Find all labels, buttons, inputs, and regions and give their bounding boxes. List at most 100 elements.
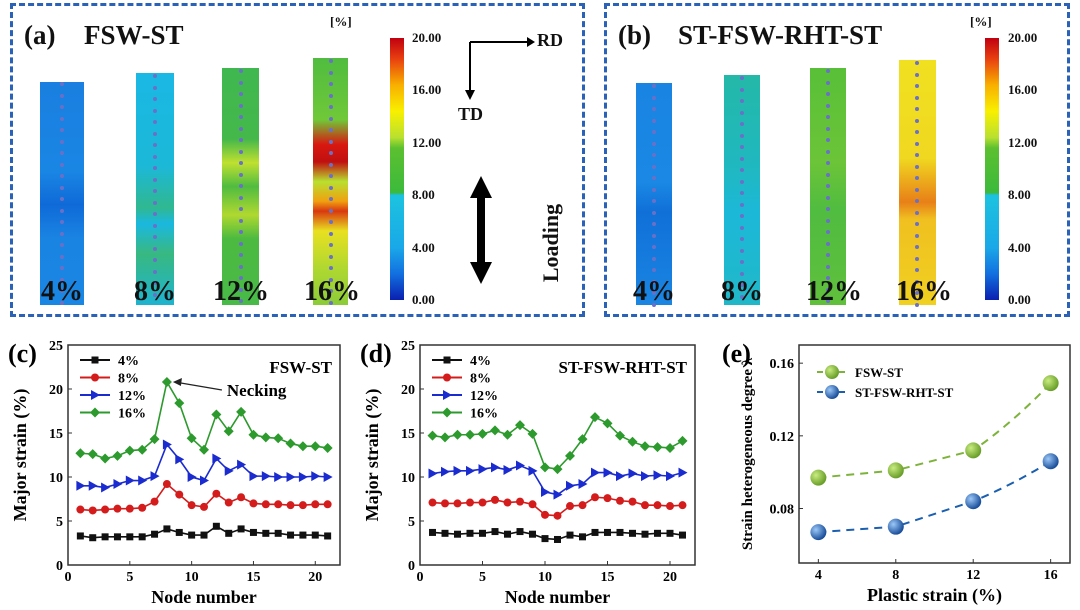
panel-a-title: FSW-ST <box>84 20 184 50</box>
data-point <box>151 530 159 538</box>
node-dot <box>915 187 919 192</box>
node-dot <box>239 80 243 85</box>
series-line <box>818 460 1052 534</box>
panel-label: (e) <box>722 339 751 368</box>
td-label: TD <box>458 104 484 124</box>
node-dot <box>153 97 157 101</box>
node-dot <box>60 289 64 293</box>
data-point <box>591 467 600 478</box>
panel-b-frame <box>604 3 1070 317</box>
data-point <box>188 531 196 539</box>
node-dot <box>153 166 157 170</box>
data-point <box>640 441 650 452</box>
strain-label-4: 4% <box>41 276 83 307</box>
data-point <box>441 529 449 537</box>
data-point <box>466 498 474 507</box>
plot-frame <box>798 344 1071 564</box>
data-point <box>666 502 674 511</box>
data-point <box>810 469 827 486</box>
data-point <box>628 468 638 479</box>
node-dot <box>915 72 919 77</box>
data-point <box>286 472 296 482</box>
node-dot <box>329 220 333 224</box>
y-tick-label: 5 <box>408 515 415 530</box>
data-point <box>249 499 258 508</box>
plot-frame <box>419 344 696 566</box>
data-point <box>249 528 257 536</box>
colorbar-tick: 4.00 <box>412 239 435 255</box>
data-point <box>87 449 98 460</box>
data-point <box>324 532 332 540</box>
node-dot <box>740 202 744 207</box>
legend-label: 16% <box>118 407 146 422</box>
colorbar-tick: 8.00 <box>1008 187 1031 203</box>
node-dot <box>239 207 243 211</box>
node-dot <box>153 281 157 285</box>
node-dot <box>740 99 744 103</box>
node-dot <box>826 126 830 131</box>
node-dot <box>740 145 744 149</box>
node-dot <box>239 149 243 154</box>
x-axis-label: Node number <box>505 587 611 607</box>
data-point <box>428 468 438 479</box>
node-dot <box>652 164 656 169</box>
panel-b-label: (b) <box>618 20 651 50</box>
legend-marker <box>442 407 452 418</box>
node-dot <box>826 195 830 200</box>
panel-label: (c) <box>8 339 37 368</box>
data-point <box>541 535 549 543</box>
data-point <box>1042 453 1059 470</box>
data-point <box>504 530 511 538</box>
data-point <box>212 489 221 498</box>
data-point <box>274 529 282 537</box>
data-point <box>224 465 234 476</box>
data-point <box>311 471 321 482</box>
node-dot <box>60 300 64 305</box>
node-dot <box>239 115 243 119</box>
node-dot <box>915 61 919 65</box>
annotation-arrow <box>174 381 223 391</box>
node-dot <box>153 154 157 159</box>
node-dot <box>915 302 919 307</box>
data-point <box>162 439 172 450</box>
node-dot <box>60 174 64 178</box>
node-dot <box>329 266 333 270</box>
node-dot <box>153 269 157 274</box>
legend-label: 8% <box>470 372 491 387</box>
node-dot <box>740 237 744 241</box>
x-tick-label: 12 <box>966 568 980 583</box>
data-point <box>89 534 97 542</box>
data-point <box>641 501 649 510</box>
node-dot <box>239 172 243 177</box>
node-dot <box>239 92 243 96</box>
data-point <box>578 479 588 490</box>
series-line <box>818 382 1052 479</box>
node-dot <box>153 258 157 262</box>
data-point <box>553 511 562 520</box>
data-point <box>502 429 513 440</box>
data-point <box>566 531 574 539</box>
node-dot <box>329 105 333 109</box>
legend-marker <box>443 356 451 364</box>
legend-marker <box>90 407 100 418</box>
data-point <box>965 493 982 510</box>
data-point <box>810 524 827 541</box>
data-point <box>628 497 637 506</box>
node-dot <box>652 268 656 272</box>
data-point <box>101 505 110 514</box>
y-axis-label: Major strain (%) <box>362 389 383 522</box>
data-point <box>200 531 208 539</box>
node-dot <box>329 231 333 236</box>
data-point <box>616 496 624 505</box>
node-dot <box>329 243 333 247</box>
data-point <box>175 490 184 499</box>
node-dot <box>329 185 333 190</box>
data-point <box>212 453 222 464</box>
data-point <box>124 445 135 456</box>
data-point <box>76 532 84 540</box>
node-dot <box>239 287 243 292</box>
data-point <box>261 471 271 482</box>
node-dot <box>915 268 919 272</box>
data-point <box>441 466 450 477</box>
strain-map-16 <box>313 58 348 305</box>
